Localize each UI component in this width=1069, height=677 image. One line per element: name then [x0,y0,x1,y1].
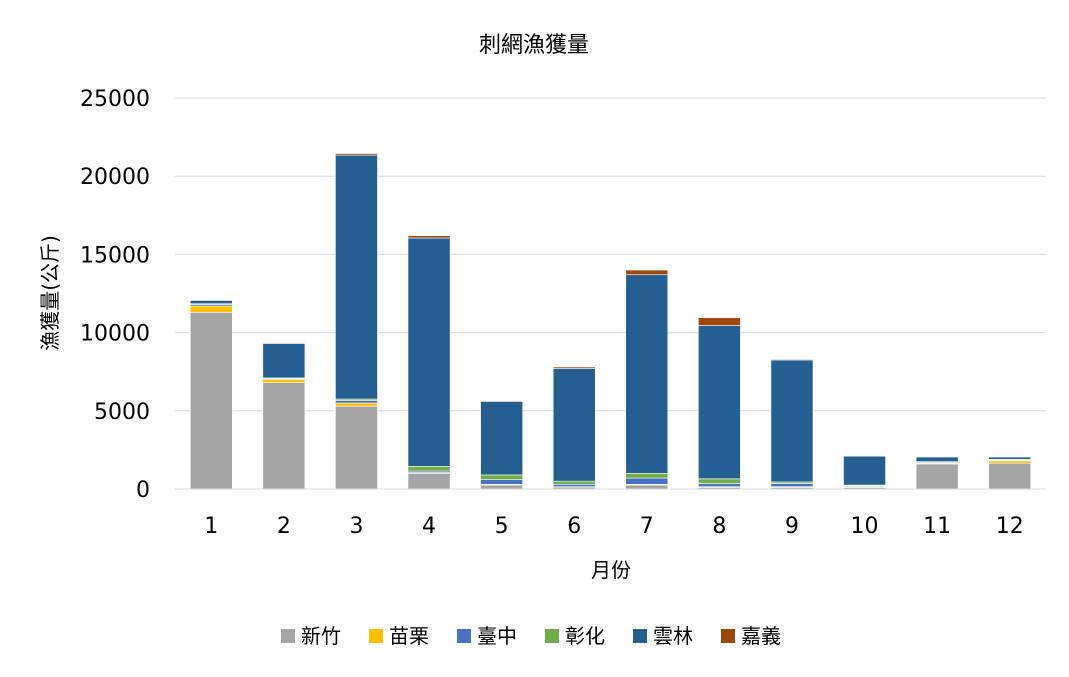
x-tick-label: 8 [712,514,726,539]
bar-segment [553,369,595,482]
legend-swatch [281,629,295,643]
legend-swatch [369,629,383,643]
bar-segment [263,344,305,378]
x-tick-label: 10 [851,514,879,539]
bar-segment [190,306,232,312]
bar-segment [553,484,595,486]
legend-swatch [721,629,735,643]
bar-segment [481,480,523,485]
bar-segment [626,473,668,478]
legend-label: 苗栗 [389,624,429,648]
bar-segment [698,318,740,326]
legend-item: 臺中 [457,624,517,648]
x-tick-label: 11 [923,514,951,539]
x-tick-label: 3 [349,514,363,539]
y-tick-label: 5000 [94,400,150,425]
bar-segment [263,343,305,344]
legend-label: 嘉義 [741,624,781,648]
x-tick-label: 6 [567,514,581,539]
legend-item: 彰化 [545,624,605,648]
bar-segment [263,383,305,489]
y-axis-title: 漁獲量(公斤) [38,235,62,351]
bar-segment [335,155,377,399]
bar-segment [771,484,813,487]
bar-segment [481,401,523,402]
legend-label: 雲林 [653,624,693,648]
x-tick-label: 5 [495,514,509,539]
legend-swatch [633,629,647,643]
bar-segment [771,360,813,482]
x-tick-label: 2 [277,514,291,539]
bar-segment [626,275,668,474]
x-tick-label: 4 [422,514,436,539]
x-tick-label: 9 [785,514,799,539]
bar-segment [335,403,377,406]
bar-segment [626,485,668,489]
bar-segment [335,401,377,403]
bar-segment [263,380,305,383]
bar-segment [335,406,377,489]
bar-segment [989,457,1031,459]
x-axis-title: 月份 [591,558,631,582]
legend-item: 雲林 [633,624,693,648]
x-tick-label: 1 [204,514,218,539]
bar-segment [553,367,595,369]
y-tick-label: 20000 [80,165,150,190]
bar-segment [190,300,232,301]
bar-segment [916,457,958,462]
bar-segment [698,484,740,487]
bar-segment [408,466,450,471]
bar-segment [481,401,523,475]
bar-segment [989,463,1031,489]
legend-swatch [457,629,471,643]
bar-segment [553,481,595,484]
bar-segment [190,312,232,489]
legend-item: 嘉義 [721,624,781,648]
bar-segment [771,359,813,360]
bar-segment [698,479,740,484]
bar-segment [481,485,523,489]
bar-segment [408,473,450,489]
bar-segment [408,238,450,466]
bar-segment [916,464,958,489]
bar-segment [190,301,232,304]
gridlines [175,98,1046,411]
bar-segment [626,270,668,275]
legend-label: 彰化 [565,624,605,648]
chart-title: 刺網漁獲量 [479,33,589,58]
x-tick-label: 7 [640,514,654,539]
bar-segment [408,236,450,238]
bar-segment [698,326,740,479]
legend-label: 新竹 [301,624,341,648]
legend-label: 臺中 [477,624,517,648]
y-tick-label: 10000 [80,322,150,347]
bar-segment [481,475,523,480]
y-tick-label: 25000 [80,87,150,112]
x-tick-label: 12 [996,514,1024,539]
legend-item: 苗栗 [369,624,429,648]
bar-segment [626,478,668,484]
bar-segment [843,456,885,485]
y-tick-label: 0 [136,478,150,503]
bar-segment [989,461,1031,463]
bar-segment [335,154,377,156]
legend-item: 新竹 [281,624,341,648]
legend-swatch [545,629,559,643]
bars [190,154,1031,489]
y-tick-label: 15000 [80,243,150,268]
legend: 新竹 苗栗 臺中 彰化 雲林 嘉義 [281,624,781,648]
